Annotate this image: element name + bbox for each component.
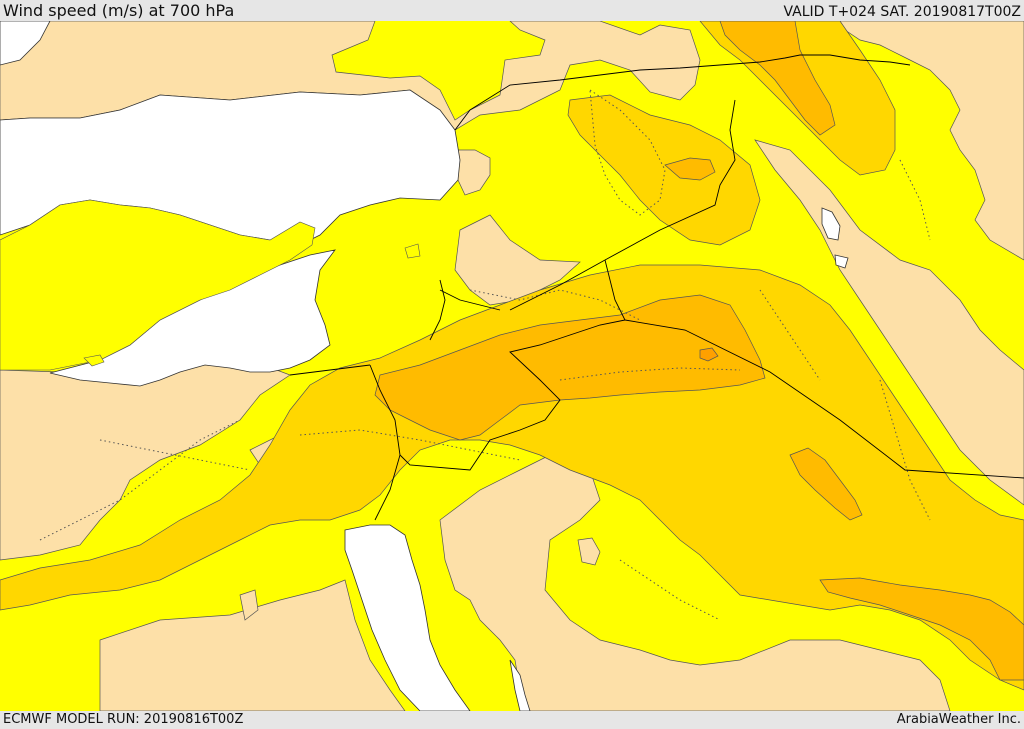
- wind-level-4: [699, 347, 719, 362]
- water-bodies: [0, 21, 849, 711]
- header-bar: [0, 0, 1024, 21]
- calm-zones: [0, 21, 1024, 711]
- valid-time: VALID T+024 SAT. 20190817T00Z: [783, 4, 1021, 20]
- footer-bar: [0, 711, 1024, 729]
- credit: ArabiaWeather Inc.: [896, 712, 1021, 727]
- country-borders: [289, 54, 1024, 521]
- dotted-contours: [39, 89, 931, 621]
- sea-yellow-patches: [0, 199, 421, 371]
- map-title: Wind speed (m/s) at 700 hPa: [3, 1, 235, 20]
- wind-level-3: [374, 21, 1024, 681]
- wind-speed-map: [0, 21, 1024, 711]
- model-run: ECMWF MODEL RUN: 20190816T00Z: [3, 712, 244, 727]
